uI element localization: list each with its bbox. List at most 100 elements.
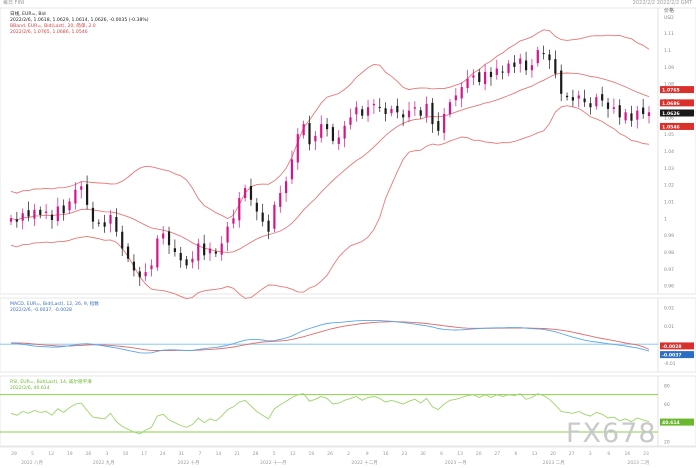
x-tick-label: 6 [440,451,443,457]
price-tag-label: -0.0037 [662,353,682,359]
x-period-label: 2023 二月 [543,460,565,466]
price-tag [660,351,694,359]
price-tag-label: 1.0686 [662,101,680,107]
candle-up [636,110,639,120]
candle-down [565,95,569,98]
candle-up [56,206,59,221]
y-tick-label: 1.04 [664,149,674,155]
candle-up [244,188,247,199]
x-tick-label: 24 [160,451,166,457]
candle-up [390,108,393,113]
candle-down [325,124,329,130]
x-tick-label: 9 [366,451,369,457]
x-tick-label: 9 [607,451,610,457]
candle-down [103,222,106,227]
y-tick-label: 1.02 [664,183,674,189]
candle-up [74,189,77,204]
candle-down [501,71,504,73]
y-tick-label: 1.11 [664,31,674,37]
price-tag [660,109,694,117]
candle-down [396,105,399,113]
x-tick-label: 26 [85,451,91,457]
x-tick-label: 23 [401,451,407,457]
candle-up [197,243,200,261]
macd-line [10,319,650,354]
x-tick-label: 6 [514,451,517,457]
x-period-label: 2022 十二月 [351,459,377,466]
price-tag-label: 1.0626 [662,111,680,117]
candle-up [495,68,498,75]
x-tick-label: 13 [457,451,463,457]
x-tick-label: 2 [347,451,350,457]
x-tick-label: 3 [589,451,592,457]
bollinger-lower-line [10,105,650,300]
candle-up [314,135,317,142]
candle-up [484,71,487,85]
candle-down [115,216,118,232]
chart-panel-1 [0,7,696,295]
candle-up [80,186,83,190]
x-tick-label: 28 [253,451,259,457]
x-tick-label: 29 [11,451,17,457]
candle-down [618,105,621,118]
candle-up [343,125,346,139]
candle-up [337,137,340,144]
candle-down [138,271,141,278]
candle-down [489,71,493,77]
y-tick-label: 1.08 [664,82,674,88]
y-tick-label: 1.1 [664,48,671,54]
candle-down [214,251,217,254]
candle-down [308,123,311,145]
candle-down [50,214,54,220]
y-tick-label: 0.98 [664,250,674,256]
candle-down [27,210,30,217]
y-tick-label: 1.01 [664,199,674,205]
candle-up [536,50,539,64]
candle-down [419,110,422,116]
y-tick-label: 0.97 [664,267,674,273]
candle-up [595,97,598,107]
window-titlebar: 每日 FINI 2022/2/2 2022/2/2 GMT [0,0,696,7]
chart-panel-3 [0,375,696,447]
candles-group [9,45,651,286]
candle-up [273,204,276,229]
axis-label-unit: USD [664,15,674,21]
candle-up [647,112,651,117]
price-tag-label: 1.0546 [662,124,680,130]
x-tick-label: 5 [31,451,34,457]
candle-up [33,209,36,219]
candle-up [45,211,48,213]
candle-down [261,212,264,222]
candle-up [290,159,294,180]
chart-panel-2 [0,297,696,373]
x-tick-label: 16 [625,451,631,457]
candle-up [68,201,71,211]
x-tick-label: 21 [234,451,240,457]
candle-up [519,58,522,64]
candle-up [156,238,159,268]
candle-down [606,102,610,109]
candle-up [355,107,358,115]
candle-down [583,98,586,103]
candle-down [437,121,440,131]
candle-up [208,248,212,254]
candle-up [460,87,463,99]
y-tick-label: 0.01 [664,324,674,330]
candle-down [554,59,557,74]
candle-down [402,114,405,118]
candle-down [91,207,95,222]
candle-down [431,102,434,125]
candle-down [384,108,387,114]
legend-line-price-3: BBand, EUR=, Bid(Last), 20, 简单, 2.0 [10,22,96,29]
candle-down [589,103,592,108]
macd-signal-line [10,321,650,351]
x-period-label: 2022 十月 [178,459,200,466]
y-tick-label: 0.02 [664,305,674,311]
candle-down [524,60,528,71]
candle-down [560,70,563,94]
x-period-label: 2023 二月 [627,460,649,466]
legend-line-macd-2: 2022/2/6, -0.0037, -0.0028 [10,307,72,313]
candle-up [612,107,615,109]
x-tick-label: 14 [216,451,222,457]
